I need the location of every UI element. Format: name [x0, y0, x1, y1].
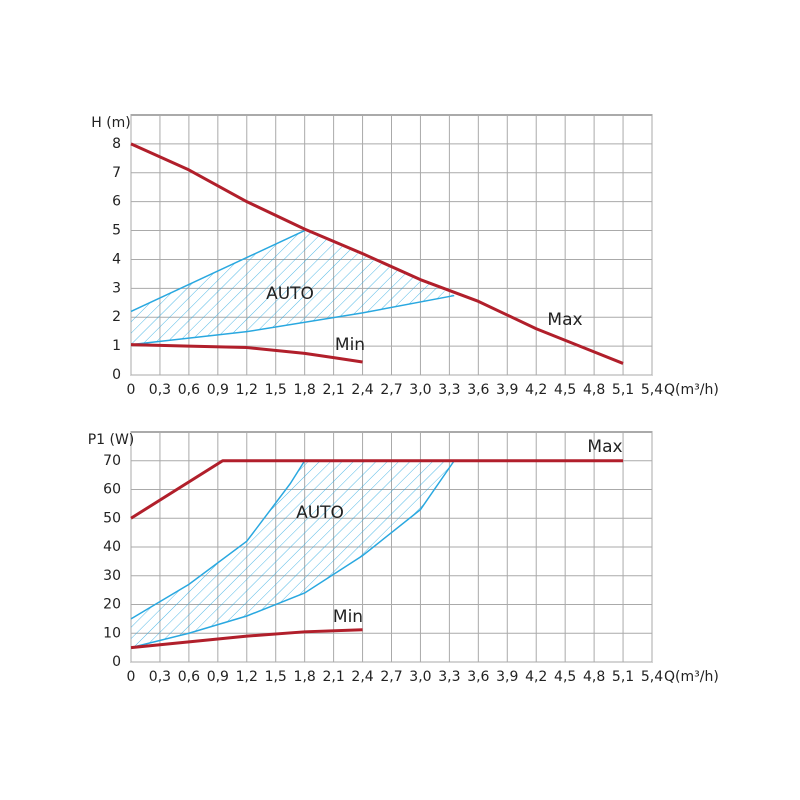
- y-tick-label: 6: [112, 194, 121, 210]
- x-tick-label: 4,2: [525, 382, 547, 398]
- x-tick-label: 3,3: [438, 669, 460, 685]
- x-tick-label: 0: [127, 669, 136, 685]
- x-tick-label: 0,6: [178, 382, 200, 398]
- y-tick-label: 60: [103, 482, 121, 498]
- x-tick-label: 0,9: [207, 669, 229, 685]
- series-line: [130, 142, 624, 365]
- series-line: [130, 628, 363, 650]
- x-axis-label: Q(m³/h): [664, 669, 719, 685]
- x-tick-label: 1,5: [265, 382, 287, 398]
- series-label: Max: [587, 437, 622, 457]
- x-tick-label: 4,5: [554, 669, 576, 685]
- y-tick-label: 50: [103, 510, 121, 526]
- x-tick-label: 4,8: [583, 669, 605, 685]
- y-axis-label: P1 (W): [88, 432, 135, 448]
- y-tick-label: 70: [103, 453, 121, 469]
- series-label: Min: [335, 335, 365, 355]
- y-tick-label: 0: [112, 654, 121, 670]
- x-tick-label: 2,1: [322, 669, 344, 685]
- y-tick-label: 8: [112, 136, 121, 152]
- series-label: Min: [333, 607, 363, 627]
- series-line: [130, 343, 363, 364]
- x-tick-label: 2,7: [380, 669, 402, 685]
- x-tick-label: 5,1: [612, 382, 634, 398]
- x-tick-label: 5,1: [612, 669, 634, 685]
- y-tick-label: 4: [112, 251, 121, 267]
- region-label: AUTO: [266, 284, 314, 304]
- y-tick-label: 0: [112, 367, 121, 383]
- x-tick-label: 5,4: [641, 669, 663, 685]
- x-tick-label: 4,2: [525, 669, 547, 685]
- x-tick-label: 3,9: [496, 382, 518, 398]
- x-tick-label: 4,8: [583, 382, 605, 398]
- x-tick-label: 2,4: [351, 669, 373, 685]
- auto-boundary: [130, 294, 455, 346]
- x-tick-label: 1,8: [294, 669, 316, 685]
- x-tick-label: 3,6: [467, 382, 489, 398]
- x-tick-label: 1,2: [236, 669, 258, 685]
- auto-region-hatch: [131, 230, 455, 345]
- x-tick-label: 1,2: [236, 382, 258, 398]
- x-tick-label: 3,9: [496, 669, 518, 685]
- x-tick-label: 0: [127, 382, 136, 398]
- x-tick-label: 2,4: [351, 382, 373, 398]
- y-tick-label: 3: [112, 280, 121, 296]
- x-tick-label: 0,6: [178, 669, 200, 685]
- x-tick-label: 3,3: [438, 382, 460, 398]
- x-tick-label: 3,0: [409, 382, 431, 398]
- y-tick-label: 10: [103, 625, 121, 641]
- x-tick-label: 1,5: [265, 669, 287, 685]
- x-tick-label: 3,0: [409, 669, 431, 685]
- x-tick-label: 4,5: [554, 382, 576, 398]
- auto-boundary: [130, 229, 305, 313]
- auto-region-hatch: [131, 460, 455, 648]
- x-tick-label: 2,7: [380, 382, 402, 398]
- y-tick-label: 40: [103, 539, 121, 555]
- y-tick-label: 5: [112, 223, 121, 239]
- auto-boundary: [130, 460, 306, 620]
- y-tick-label: 20: [103, 597, 121, 613]
- x-tick-label: 0,9: [207, 382, 229, 398]
- x-tick-label: 3,6: [467, 669, 489, 685]
- y-axis-label: H (m): [91, 115, 131, 131]
- x-tick-label: 0,3: [149, 382, 171, 398]
- auto-boundary: [130, 460, 455, 649]
- x-tick-label: 1,8: [294, 382, 316, 398]
- x-tick-label: 2,1: [322, 382, 344, 398]
- y-tick-label: 2: [112, 309, 121, 325]
- y-tick-label: 30: [103, 568, 121, 584]
- series-line: [130, 459, 624, 520]
- x-tick-label: 0,3: [149, 669, 171, 685]
- x-axis-label: Q(m³/h): [664, 382, 719, 398]
- y-tick-label: 1: [112, 338, 121, 354]
- region-label: AUTO: [296, 503, 344, 523]
- series-label: Max: [547, 310, 582, 330]
- y-tick-label: 7: [112, 165, 121, 181]
- x-tick-label: 5,4: [641, 382, 663, 398]
